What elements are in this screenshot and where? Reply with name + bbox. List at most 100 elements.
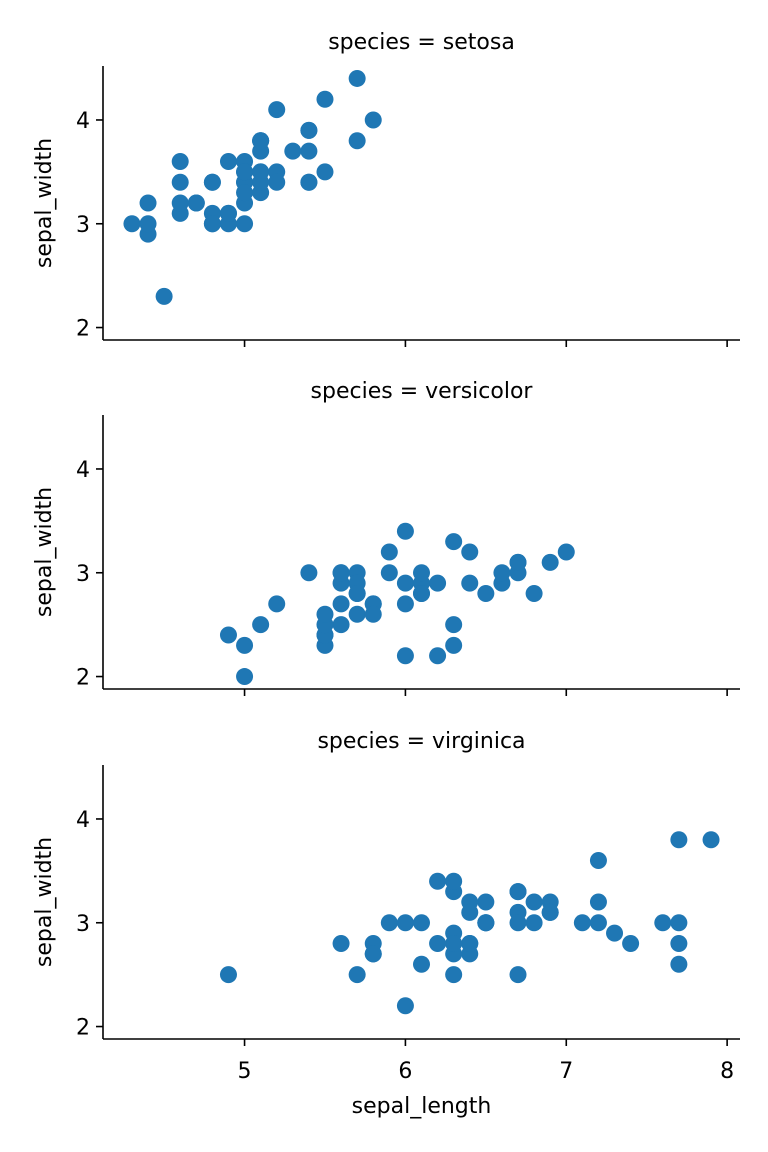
- data-point: [413, 914, 430, 932]
- data-point: [236, 636, 254, 654]
- data-point: [541, 903, 559, 921]
- data-point: [219, 204, 237, 222]
- data-point: [236, 184, 254, 202]
- data-point: [525, 893, 543, 911]
- data-point: [380, 914, 398, 932]
- data-point: [252, 132, 270, 150]
- data-point: [461, 543, 479, 561]
- data-point: [139, 215, 157, 233]
- data-point: [413, 564, 430, 582]
- data-point: [445, 636, 463, 654]
- data-point: [509, 553, 527, 571]
- data-point: [236, 163, 254, 181]
- data-point: [445, 935, 463, 953]
- y-tick-label: 3: [76, 562, 90, 587]
- data-point: [316, 605, 334, 623]
- data-point: [236, 215, 254, 233]
- y-tick-label: 3: [76, 912, 90, 937]
- data-point: [348, 966, 366, 984]
- data-point: [477, 585, 495, 603]
- data-point: [268, 173, 286, 191]
- data-point: [219, 966, 237, 984]
- data-point: [380, 543, 398, 561]
- data-point: [525, 914, 543, 932]
- data-point: [348, 605, 366, 623]
- data-point: [396, 522, 414, 540]
- data-point: [702, 831, 720, 849]
- data-point: [219, 152, 237, 170]
- data-point: [300, 121, 318, 139]
- data-point: [445, 616, 463, 634]
- data-point: [348, 132, 366, 150]
- y-tick-label: 4: [76, 109, 90, 134]
- data-point: [606, 924, 624, 942]
- data-point: [332, 616, 350, 634]
- data-point: [364, 605, 382, 623]
- data-point: [396, 595, 414, 613]
- data-point: [429, 574, 447, 592]
- data-point: [413, 955, 430, 973]
- data-point: [396, 914, 414, 932]
- data-point: [203, 173, 221, 191]
- data-point: [445, 966, 463, 984]
- data-point: [445, 533, 463, 551]
- data-point: [461, 903, 479, 921]
- data-point: [429, 872, 447, 890]
- data-point: [300, 142, 318, 160]
- data-point: [316, 90, 334, 108]
- data-point: [203, 215, 221, 233]
- data-point: [509, 966, 527, 984]
- data-point: [509, 883, 527, 901]
- data-point: [123, 215, 141, 233]
- scatter-points: [219, 522, 575, 686]
- data-point: [509, 914, 527, 932]
- data-point: [316, 163, 334, 181]
- y-axis-label: sepal_width: [32, 837, 57, 967]
- data-point: [445, 872, 463, 890]
- data-point: [332, 935, 350, 953]
- data-point: [589, 914, 607, 932]
- data-point: [396, 574, 414, 592]
- data-point: [670, 914, 688, 932]
- data-point: [670, 955, 688, 973]
- data-point: [557, 543, 575, 561]
- y-tick-label: 2: [76, 1016, 90, 1041]
- data-point: [236, 668, 254, 686]
- data-point: [589, 851, 607, 869]
- data-point: [139, 194, 157, 212]
- data-point: [380, 564, 398, 582]
- panel-title: species = setosa: [328, 30, 515, 55]
- scatter-points: [219, 831, 720, 1015]
- data-point: [670, 935, 688, 953]
- data-point: [332, 564, 350, 582]
- scatter-points: [123, 69, 382, 305]
- data-point: [348, 69, 366, 87]
- y-tick-label: 2: [76, 317, 90, 342]
- data-point: [252, 616, 270, 634]
- data-point: [396, 997, 414, 1015]
- x-tick-label: 6: [398, 1059, 412, 1084]
- y-tick-label: 2: [76, 666, 90, 691]
- data-point: [541, 553, 559, 571]
- data-point: [429, 935, 447, 953]
- data-point: [348, 585, 366, 603]
- data-point: [429, 647, 447, 665]
- data-point: [171, 173, 189, 191]
- x-tick-label: 5: [238, 1059, 252, 1084]
- y-tick-label: 3: [76, 213, 90, 238]
- data-point: [171, 194, 189, 212]
- data-point: [364, 945, 382, 963]
- data-point: [187, 194, 205, 212]
- data-point: [477, 914, 495, 932]
- y-tick-label: 4: [76, 458, 90, 483]
- data-point: [252, 173, 270, 191]
- data-point: [461, 574, 479, 592]
- x-tick-label: 8: [720, 1059, 734, 1084]
- data-point: [573, 914, 591, 932]
- data-point: [525, 585, 543, 603]
- data-point: [268, 595, 286, 613]
- data-point: [268, 101, 286, 119]
- data-point: [171, 152, 189, 170]
- data-point: [622, 935, 640, 953]
